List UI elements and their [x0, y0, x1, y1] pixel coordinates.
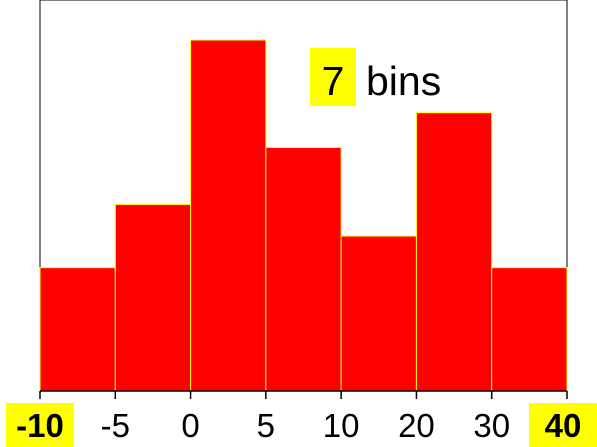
histogram-bar: [190, 39, 267, 392]
x-tick-label: 10: [323, 407, 360, 444]
edge-label-highlight: [6, 403, 74, 447]
x-tick-label: -5: [101, 407, 130, 444]
x-tick-label: 0: [181, 407, 199, 444]
histogram-bar: [39, 267, 116, 392]
x-tick-label: 40: [545, 407, 582, 444]
bin-count-label: bins: [366, 58, 441, 104]
bin-count-number: 7: [322, 58, 345, 104]
bin-count-annotation: 7 bins: [310, 48, 441, 106]
histogram-bar: [265, 147, 342, 392]
histogram-bar: [415, 112, 493, 392]
histogram-bars: [39, 39, 568, 392]
x-tick-label: 5: [257, 407, 275, 444]
x-tick-label: 20: [398, 407, 435, 444]
edge-label-highlight: [529, 403, 597, 447]
bin-count-highlight: [310, 48, 356, 106]
x-axis-ticks: -10 -5 0 5 10 20 30 40: [6, 391, 597, 447]
histogram-bar: [491, 267, 568, 392]
histogram-bar: [114, 203, 192, 392]
x-tick-label: 30: [473, 407, 510, 444]
x-tick-label: -10: [16, 407, 64, 444]
histogram-bar: [340, 235, 417, 392]
